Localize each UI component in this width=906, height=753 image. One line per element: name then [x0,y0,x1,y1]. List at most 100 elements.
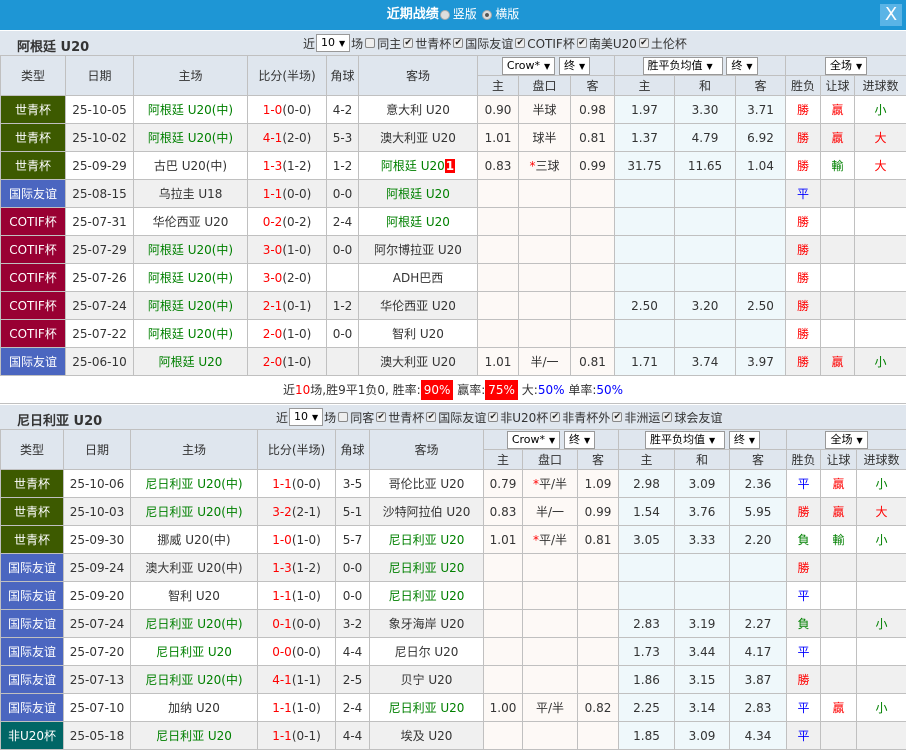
filter-checkbox[interactable]: ✔ [403,38,414,48]
away-team[interactable]: 尼日利亚 U20 [388,589,465,603]
match-row[interactable]: 国际友谊 25-06-10 阿根廷 U20 2-0(1-0) 澳大利亚 U20 … [0,347,906,376]
away-cell[interactable]: 阿根廷 U201 [358,151,478,180]
away-cell[interactable]: 尼日尔 U20 [369,637,484,666]
layout-option-horizontal[interactable]: 横版 [495,7,520,21]
match-row[interactable]: COTIF杯 25-07-26 阿根廷 U20(中) 3-0(2-0) ADH巴… [0,263,906,292]
match-row[interactable]: 国际友谊 25-07-20 尼日利亚 U20 0-0(0-0) 4-4 尼日尔 … [0,637,906,666]
league-tag[interactable]: 国际友谊 [0,693,64,722]
away-team[interactable]: 贝宁 U20 [400,673,453,687]
away-cell[interactable]: 阿根廷 U20 [358,207,478,236]
league-tag[interactable]: COTIF杯 [0,207,66,236]
away-cell[interactable]: 阿尔博拉亚 U20 [358,235,478,264]
away-team[interactable]: 阿根廷 U20 [380,159,445,173]
away-cell[interactable]: 阿根廷 U20 [358,179,478,208]
filter-checkbox[interactable]: ✔ [426,412,437,422]
home-team[interactable]: 挪威 U20(中) [130,525,258,554]
match-row[interactable]: 世青杯 25-10-03 尼日利亚 U20(中) 3-2(2-1) 5-1 沙特… [0,497,906,526]
away-team[interactable]: 华伦西亚 U20 [380,299,456,313]
avg-select[interactable]: 胜平负均值 ▼ [642,56,723,75]
away-team[interactable]: 埃及 U20 [400,729,453,743]
match-row[interactable]: 世青杯 25-10-05 阿根廷 U20(中) 1-0(0-0) 4-2 意大利… [0,95,906,124]
odds-state-select[interactable]: 终 ▼ [559,56,591,75]
odds-state-select[interactable]: 终 ▼ [564,430,596,449]
match-row[interactable]: 世青杯 25-10-02 阿根廷 U20(中) 4-1(2-0) 5-3 澳大利… [0,123,906,152]
home-team[interactable]: 尼日利亚 U20(中) [130,609,258,638]
close-button[interactable]: X [880,4,902,26]
home-team[interactable]: 加纳 U20 [130,693,258,722]
scope-select[interactable]: 全场 ▼ [824,56,868,75]
away-cell[interactable]: 澳大利亚 U20 [358,347,478,376]
away-team[interactable]: 意大利 U20 [386,103,450,117]
league-tag[interactable]: 国际友谊 [0,665,64,694]
filter-checkbox[interactable]: ✔ [453,38,464,48]
home-team[interactable]: 尼日利亚 U20(中) [130,469,258,498]
match-row[interactable]: 国际友谊 25-07-13 尼日利亚 U20(中) 4-1(1-1) 2-5 贝… [0,665,906,694]
away-cell[interactable]: 尼日利亚 U20 [369,693,484,722]
match-row[interactable]: COTIF杯 25-07-22 阿根廷 U20(中) 2-0(1-0) 0-0 … [0,319,906,348]
same-venue-checkbox[interactable] [365,38,376,48]
league-tag[interactable]: 国际友谊 [0,179,66,208]
away-team[interactable]: 沙特阿拉伯 U20 [382,505,471,519]
away-team[interactable]: 尼日利亚 U20 [388,533,465,547]
avg-state-select[interactable]: 终 ▼ [728,430,760,449]
away-team[interactable]: 智利 U20 [392,327,444,341]
league-tag[interactable]: COTIF杯 [0,319,66,348]
home-team[interactable]: 阿根廷 U20 [133,347,248,376]
filter-checkbox[interactable]: ✔ [515,38,526,48]
away-cell[interactable]: 尼日利亚 U20 [369,553,484,582]
home-team[interactable]: 阿根廷 U20(中) [133,123,248,152]
away-cell[interactable]: 象牙海岸 U20 [369,609,484,638]
league-tag[interactable]: 国际友谊 [0,581,64,610]
away-team[interactable]: 阿根廷 U20 [386,187,450,201]
home-team[interactable]: 尼日利亚 U20(中) [130,497,258,526]
away-team[interactable]: 尼日利亚 U20 [388,701,465,715]
match-row[interactable]: 世青杯 25-10-06 尼日利亚 U20(中) 1-1(0-0) 3-5 哥伦… [0,469,906,498]
league-tag[interactable]: 国际友谊 [0,553,64,582]
away-cell[interactable]: 埃及 U20 [369,721,484,750]
league-tag[interactable]: 世青杯 [0,123,66,152]
league-tag[interactable]: COTIF杯 [0,235,66,264]
away-cell[interactable]: ADH巴西 [358,263,478,292]
match-row[interactable]: 国际友谊 25-07-24 尼日利亚 U20(中) 0-1(0-0) 3-2 象… [0,609,906,638]
away-team[interactable]: 象牙海岸 U20 [388,617,465,631]
league-tag[interactable]: COTIF杯 [0,291,66,320]
filter-checkbox[interactable]: ✔ [638,38,649,48]
away-cell[interactable]: 华伦西亚 U20 [358,291,478,320]
home-team[interactable]: 尼日利亚 U20 [130,637,258,666]
avg-state-select[interactable]: 终 ▼ [726,56,758,75]
away-team[interactable]: 澳大利亚 U20 [380,355,456,369]
match-row[interactable]: COTIF杯 25-07-29 阿根廷 U20(中) 3-0(1-0) 0-0 … [0,235,906,264]
league-tag[interactable]: 国际友谊 [0,637,64,666]
away-cell[interactable]: 哥伦比亚 U20 [369,469,484,498]
away-team[interactable]: 哥伦比亚 U20 [388,477,465,491]
home-team[interactable]: 尼日利亚 U20 [130,721,258,750]
radio-vertical[interactable] [439,9,450,20]
match-row[interactable]: 非U20杯 25-05-18 尼日利亚 U20 1-1(0-1) 4-4 埃及 … [0,721,906,750]
filter-checkbox[interactable]: ✔ [576,38,587,48]
away-cell[interactable]: 尼日利亚 U20 [369,525,484,554]
league-tag[interactable]: 非U20杯 [0,721,64,750]
away-team[interactable]: 尼日利亚 U20 [388,561,465,575]
away-team[interactable]: 澳大利亚 U20 [380,131,456,145]
filter-checkbox[interactable]: ✔ [662,412,673,422]
away-team[interactable]: 尼日尔 U20 [394,645,459,659]
match-row[interactable]: 国际友谊 25-08-15 乌拉圭 U18 1-1(0-0) 0-0 阿根廷 U… [0,179,906,208]
match-row[interactable]: COTIF杯 25-07-24 阿根廷 U20(中) 2-1(0-1) 1-2 … [0,291,906,320]
away-cell[interactable]: 澳大利亚 U20 [358,123,478,152]
match-row[interactable]: 国际友谊 25-09-20 智利 U20 1-1(1-0) 0-0 尼日利亚 U… [0,581,906,610]
league-tag[interactable]: 世青杯 [0,497,64,526]
away-cell[interactable]: 智利 U20 [358,319,478,348]
home-team[interactable]: 阿根廷 U20(中) [133,235,248,264]
home-team[interactable]: 华伦西亚 U20 [133,207,248,236]
away-cell[interactable]: 意大利 U20 [358,95,478,124]
match-row[interactable]: 世青杯 25-09-29 古巴 U20(中) 1-3(1-2) 1-2 阿根廷 … [0,151,906,180]
home-team[interactable]: 阿根廷 U20(中) [133,319,248,348]
home-team[interactable]: 智利 U20 [130,581,258,610]
away-cell[interactable]: 贝宁 U20 [369,665,484,694]
match-row[interactable]: 国际友谊 25-09-24 澳大利亚 U20(中) 1-3(1-2) 0-0 尼… [0,553,906,582]
home-team[interactable]: 古巴 U20(中) [133,151,248,180]
radio-horizontal[interactable] [482,9,493,20]
filter-checkbox[interactable]: ✔ [612,412,623,422]
home-team[interactable]: 阿根廷 U20(中) [133,95,248,124]
match-count-select[interactable]: 10 ▼ [316,34,351,52]
